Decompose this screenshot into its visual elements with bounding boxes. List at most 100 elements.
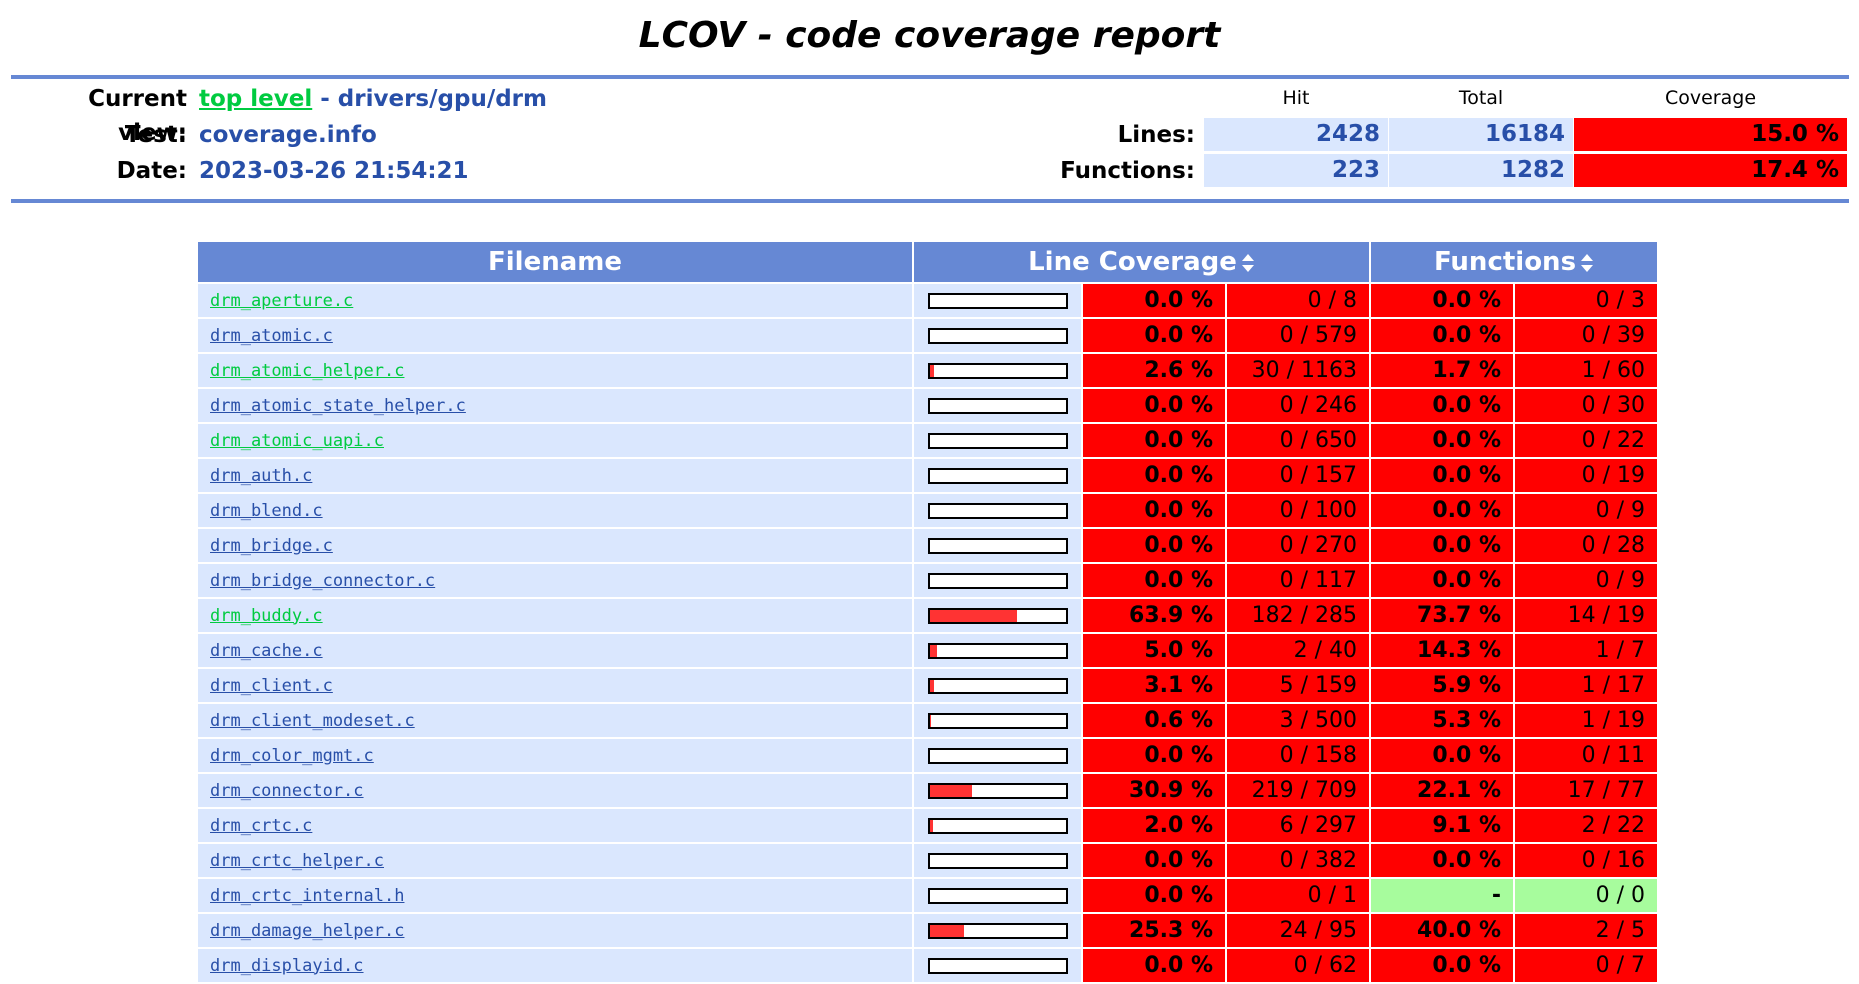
coverage-bar-fill <box>929 925 964 937</box>
table-row: drm_crtc_helper.c 0.0 % 0 / 382 0.0 % 0 / 16 <box>198 844 1657 877</box>
file-link[interactable]: drm_buddy.c <box>210 605 323 626</box>
function-coverage-percent: 0.0 % <box>1371 284 1513 317</box>
coverage-bar <box>927 538 1068 554</box>
coverage-bar-cell <box>914 319 1081 352</box>
table-row: drm_connector.c 30.9 % 219 / 709 22.1 % 17 /… <box>198 774 1657 807</box>
file-link[interactable]: drm_blend.c <box>210 500 323 521</box>
coverage-bar-cell <box>914 459 1081 492</box>
date-label: Date: <box>116 158 187 184</box>
filename-column-header[interactable]: Filename <box>198 242 912 282</box>
line-coverage-percent: 0.0 % <box>1083 949 1225 982</box>
filename-cell: drm_atomic.c <box>198 319 912 352</box>
lines-hit: 2428 <box>1204 118 1388 151</box>
function-coverage-count: 1 / 60 <box>1515 354 1657 387</box>
coverage-bar <box>927 713 1068 729</box>
function-coverage-percent: 40.0 % <box>1371 914 1513 947</box>
table-row: drm_auth.c 0.0 % 0 / 157 0.0 % 0 / 19 <box>198 459 1657 492</box>
coverage-bar <box>927 363 1068 379</box>
function-coverage-percent: 0.0 % <box>1371 844 1513 877</box>
file-link[interactable]: drm_atomic_state_helper.c <box>210 395 466 416</box>
coverage-bar <box>927 433 1068 449</box>
file-link[interactable]: drm_aperture.c <box>210 290 354 311</box>
file-link[interactable]: drm_client.c <box>210 675 333 696</box>
file-link[interactable]: drm_crtc_helper.c <box>210 850 384 871</box>
function-coverage-count: 0 / 7 <box>1515 949 1657 982</box>
line-coverage-column-header[interactable]: Line Coverage <box>914 242 1369 282</box>
file-link[interactable]: drm_client_modeset.c <box>210 710 415 731</box>
file-link[interactable]: drm_cache.c <box>210 640 323 661</box>
functions-column-header[interactable]: Functions <box>1371 242 1657 282</box>
table-row: drm_client.c 3.1 % 5 / 159 5.9 % 1 / 17 <box>198 669 1657 702</box>
current-view-label: Current view: <box>88 86 187 146</box>
table-header-row: Filename Line Coverage Functions <box>198 242 1657 282</box>
sort-up-down-icon[interactable] <box>1580 253 1594 273</box>
line-coverage-percent: 0.0 % <box>1083 844 1225 877</box>
table-row: drm_blend.c 0.0 % 0 / 100 0.0 % 0 / 9 <box>198 494 1657 527</box>
filename-cell: drm_atomic_uapi.c <box>198 424 912 457</box>
function-coverage-percent: 0.0 % <box>1371 494 1513 527</box>
coverage-bar-cell <box>914 879 1081 912</box>
function-coverage-percent: 0.0 % <box>1371 529 1513 562</box>
line-coverage-count: 0 / 117 <box>1227 564 1369 597</box>
sort-up-down-icon[interactable] <box>1241 253 1255 273</box>
coverage-bar-cell <box>914 284 1081 317</box>
function-coverage-count: 0 / 0 <box>1515 879 1657 912</box>
file-link[interactable]: drm_crtc_internal.h <box>210 885 405 906</box>
file-link[interactable]: drm_crtc.c <box>210 815 313 836</box>
file-link[interactable]: drm_color_mgmt.c <box>210 745 374 766</box>
line-coverage-count: 182 / 285 <box>1227 599 1369 632</box>
table-row: drm_crtc_internal.h 0.0 % 0 / 1-0 / 0 <box>198 879 1657 912</box>
line-coverage-percent: 5.0 % <box>1083 634 1225 667</box>
page-title: LCOV - code coverage report <box>638 15 1221 56</box>
coverage-bar-cell <box>914 949 1081 982</box>
filename-cell: drm_color_mgmt.c <box>198 739 912 772</box>
functions-coverage: 17.4 % <box>1574 154 1847 187</box>
table-row: drm_atomic_uapi.c 0.0 % 0 / 650 0.0 % 0 / 22 <box>198 424 1657 457</box>
line-coverage-percent: 0.0 % <box>1083 529 1225 562</box>
file-link[interactable]: drm_auth.c <box>210 465 313 486</box>
line-coverage-percent: 2.6 % <box>1083 354 1225 387</box>
function-coverage-percent: 1.7 % <box>1371 354 1513 387</box>
table-row: drm_atomic_helper.c 2.6 % 30 / 1163 1.7 % 1 … <box>198 354 1657 387</box>
lines-coverage: 15.0 % <box>1574 118 1847 151</box>
coverage-bar-cell <box>914 424 1081 457</box>
function-coverage-percent: 9.1 % <box>1371 809 1513 842</box>
function-coverage-count: 0 / 16 <box>1515 844 1657 877</box>
file-link[interactable]: drm_bridge.c <box>210 535 333 556</box>
function-coverage-count: 0 / 9 <box>1515 564 1657 597</box>
top-level-link[interactable]: top level <box>199 86 313 112</box>
table-row: drm_displayid.c 0.0 % 0 / 62 0.0 % 0 / 7 <box>198 949 1657 982</box>
coverage-bar <box>927 293 1068 309</box>
function-coverage-percent: 0.0 % <box>1371 949 1513 982</box>
function-coverage-percent: 5.3 % <box>1371 704 1513 737</box>
table-row: drm_cache.c 5.0 % 2 / 40 14.3 % 1 / 7 <box>198 634 1657 667</box>
filename-cell: drm_buddy.c <box>198 599 912 632</box>
coverage-bar <box>927 398 1068 414</box>
function-coverage-count: 14 / 19 <box>1515 599 1657 632</box>
file-link[interactable]: drm_damage_helper.c <box>210 920 405 941</box>
file-link[interactable]: drm_atomic_helper.c <box>210 360 405 381</box>
function-coverage-percent: 0.0 % <box>1371 459 1513 492</box>
filename-cell: drm_crtc_internal.h <box>198 879 912 912</box>
hit-column-header: Hit <box>1282 87 1310 109</box>
line-coverage-percent: 0.0 % <box>1083 564 1225 597</box>
file-link[interactable]: drm_bridge_connector.c <box>210 570 436 591</box>
file-link[interactable]: drm_atomic.c <box>210 325 333 346</box>
file-link[interactable]: drm_connector.c <box>210 780 364 801</box>
function-coverage-percent: 0.0 % <box>1371 389 1513 422</box>
file-link[interactable]: drm_atomic_uapi.c <box>210 430 384 451</box>
function-coverage-count: 2 / 5 <box>1515 914 1657 947</box>
table-row: drm_atomic_state_helper.c 0.0 % 0 / 246 0.0… <box>198 389 1657 422</box>
line-coverage-percent: 0.6 % <box>1083 704 1225 737</box>
table-row: drm_client_modeset.c 0.6 % 3 / 500 5.3 % 1 /… <box>198 704 1657 737</box>
line-coverage-percent: 0.0 % <box>1083 879 1225 912</box>
file-link[interactable]: drm_displayid.c <box>210 955 364 976</box>
current-path: drivers/gpu/drm <box>337 86 547 112</box>
file-rows: drm_aperture.c 0.0 % 0 / 8 0.0 % 0 / 3 drm_at… <box>198 284 1657 982</box>
line-coverage-percent: 0.0 % <box>1083 494 1225 527</box>
functions-header-label: Functions <box>1433 247 1577 277</box>
line-coverage-count: 3 / 500 <box>1227 704 1369 737</box>
coverage-bar-cell <box>914 494 1081 527</box>
function-coverage-percent: 5.9 % <box>1371 669 1513 702</box>
line-coverage-count: 0 / 158 <box>1227 739 1369 772</box>
